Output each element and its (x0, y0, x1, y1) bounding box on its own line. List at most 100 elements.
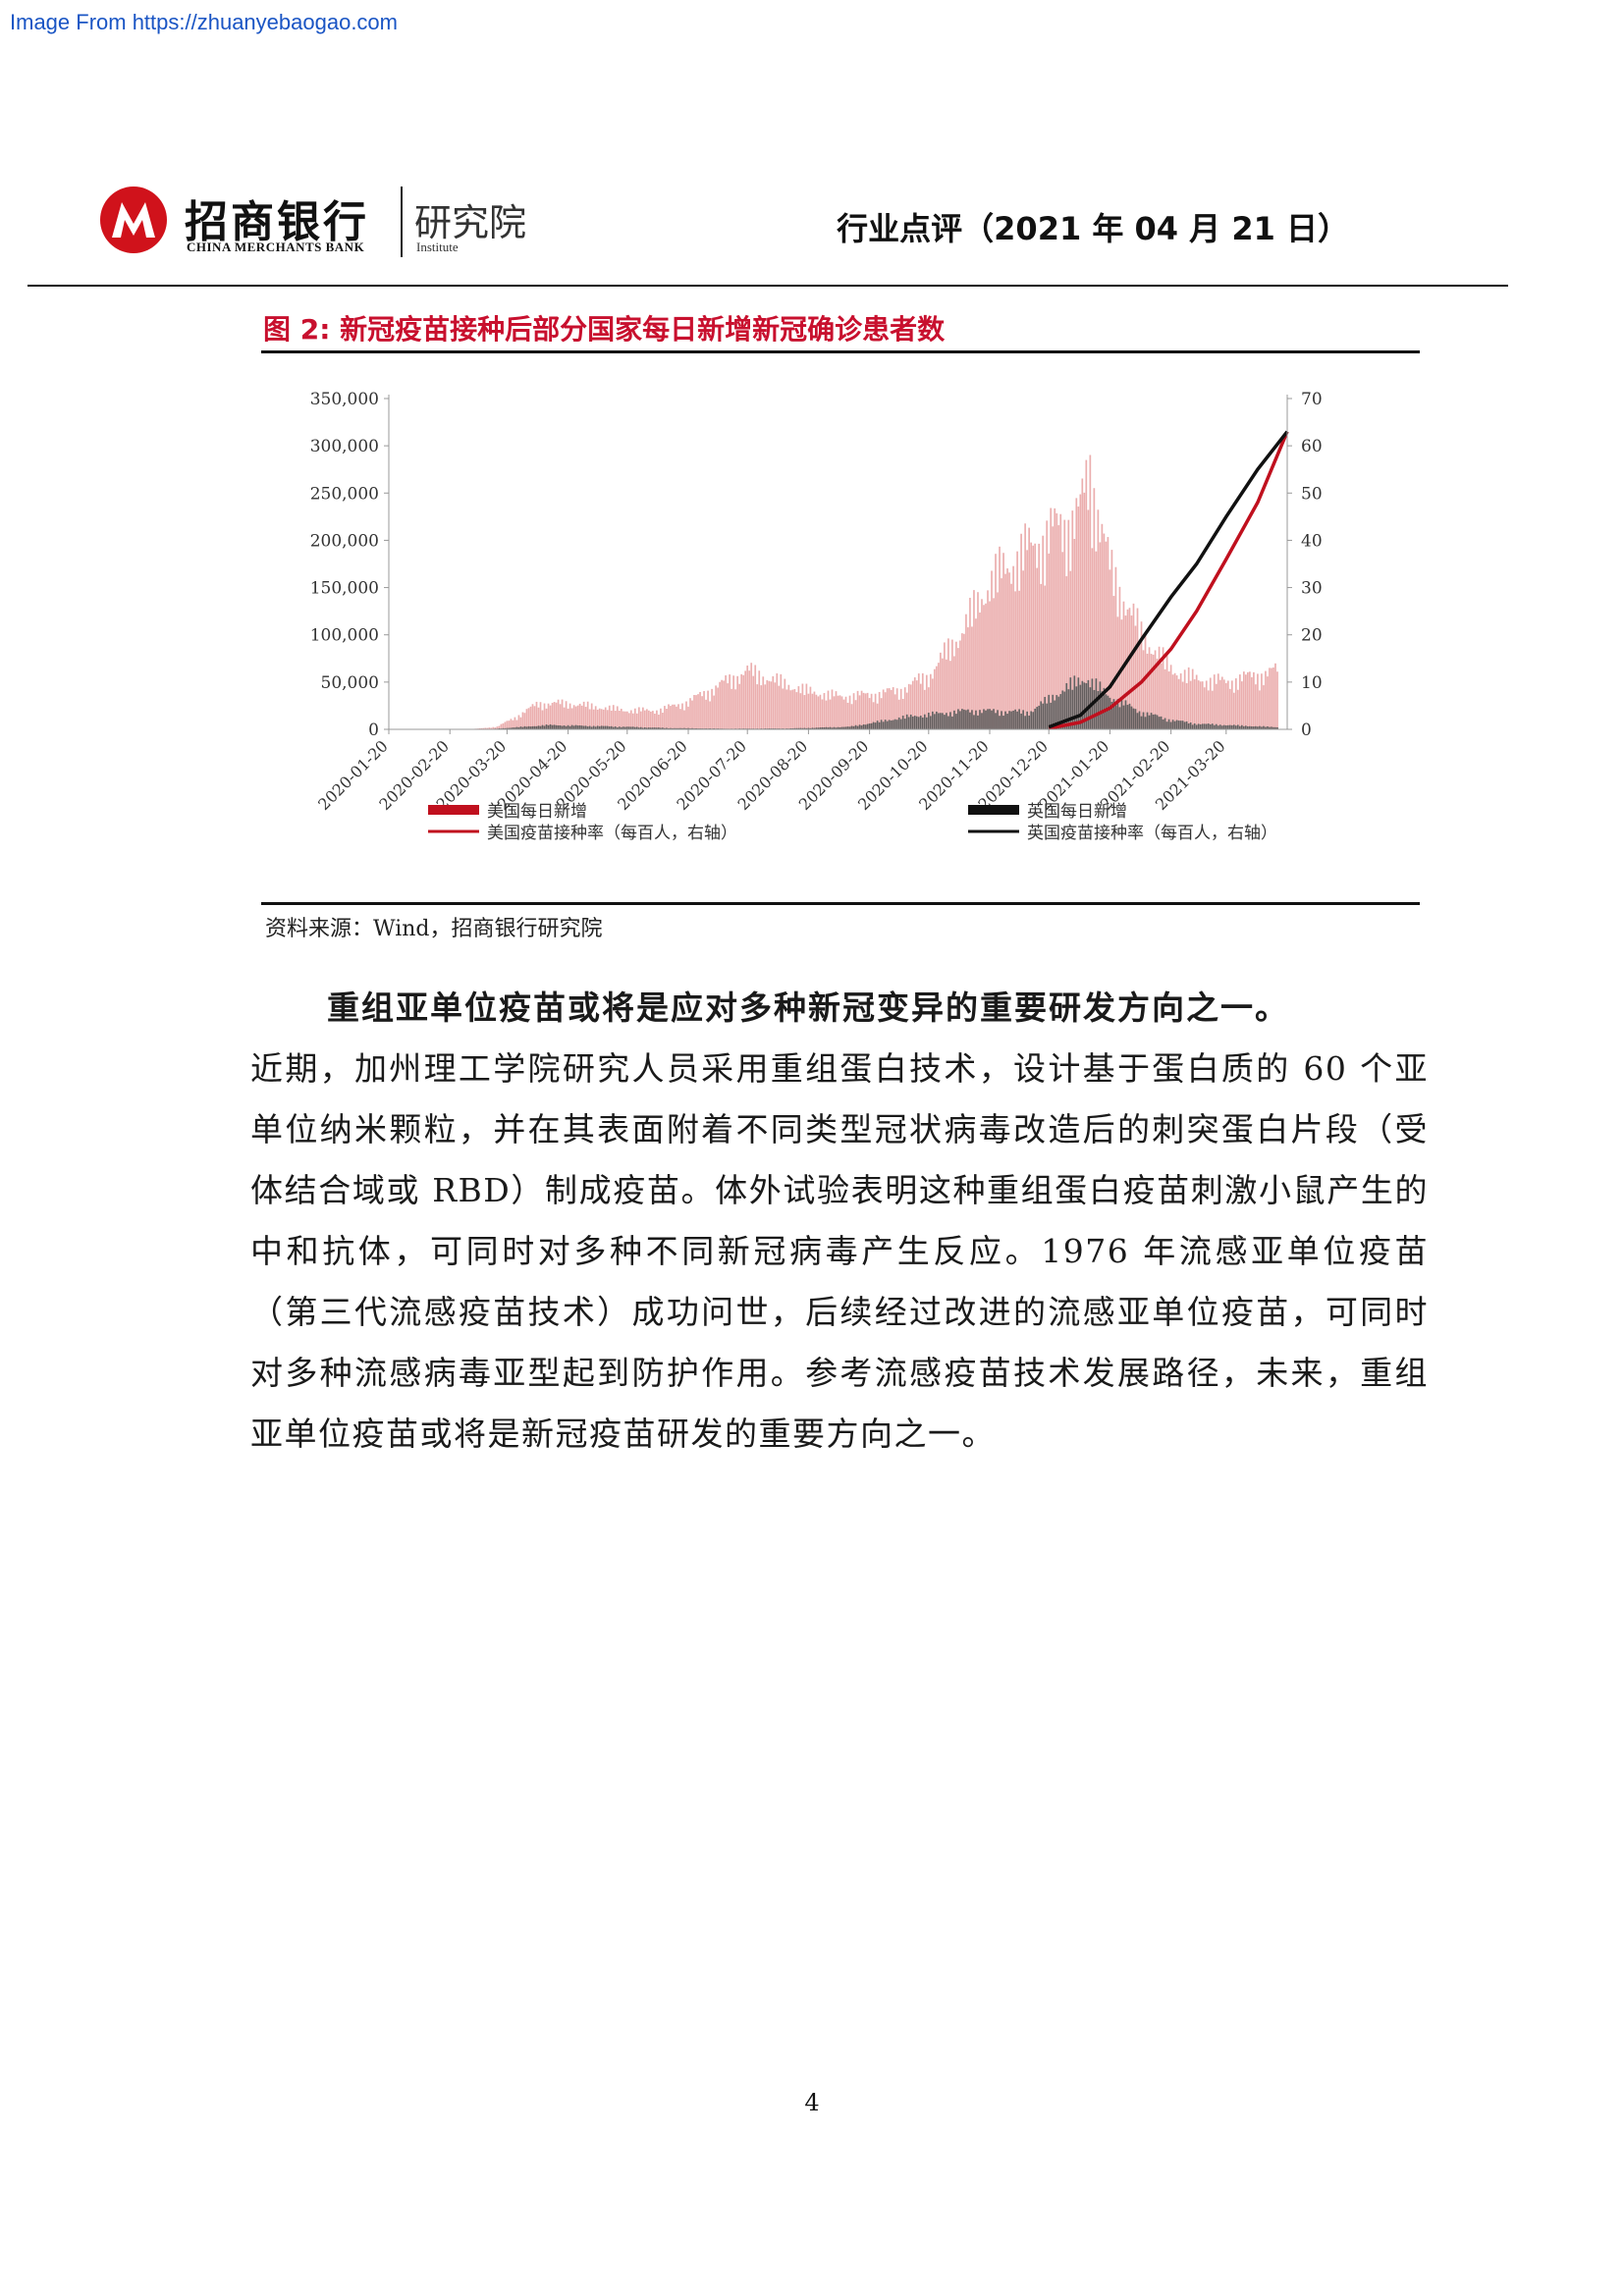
bar (1044, 585, 1047, 729)
bar (1132, 708, 1135, 729)
bar (1267, 725, 1269, 729)
bar (897, 699, 900, 729)
bar (1199, 681, 1202, 729)
bar (677, 727, 679, 729)
bar (1103, 533, 1106, 729)
bar (551, 724, 554, 729)
bar (1059, 694, 1062, 729)
bar (681, 703, 683, 729)
bar (971, 626, 973, 729)
bar (764, 684, 767, 729)
bar (1156, 659, 1159, 729)
bar (543, 725, 546, 729)
bar (535, 701, 538, 729)
bar (1057, 696, 1060, 729)
bar (864, 693, 867, 729)
bar (1249, 725, 1251, 729)
bar (1230, 724, 1233, 729)
bar (991, 570, 993, 729)
y-left-tick-label: 100,000 (310, 626, 379, 646)
y-left-tick-label: 50,000 (321, 673, 379, 693)
bar (1226, 724, 1229, 729)
bar-series (470, 454, 1278, 729)
bar (527, 725, 530, 729)
bar (793, 727, 796, 729)
bar (531, 704, 534, 729)
bar (856, 725, 859, 729)
bar (1071, 510, 1074, 729)
bar (586, 701, 589, 729)
bar (884, 692, 887, 729)
bar (766, 679, 769, 729)
bar (610, 710, 613, 729)
bar (939, 652, 942, 729)
bar (799, 693, 802, 729)
bar (1004, 573, 1006, 729)
bar (1052, 526, 1055, 729)
bar (517, 726, 520, 729)
bar (1077, 507, 1080, 729)
bar (1016, 551, 1018, 729)
bar (921, 672, 924, 729)
bar (1251, 676, 1253, 729)
bar (549, 705, 552, 729)
bar (494, 727, 497, 729)
bar (633, 726, 636, 729)
bar (519, 726, 522, 729)
bar (762, 676, 765, 729)
document-type-date: 行业点评（2021 年 04 月 21 日） (837, 210, 1349, 247)
bar (1112, 699, 1115, 729)
bar (1134, 709, 1137, 729)
bar (1140, 621, 1143, 729)
bar (1211, 690, 1214, 729)
bar (1114, 566, 1117, 729)
bar (525, 709, 528, 729)
bar (817, 727, 820, 729)
bar (742, 674, 745, 729)
bar (842, 699, 845, 729)
bar (746, 666, 749, 729)
bar (715, 685, 717, 729)
bar (907, 683, 910, 729)
bar (695, 695, 697, 729)
bar (606, 725, 609, 729)
bar (1199, 723, 1202, 729)
bar (732, 675, 735, 729)
bar (707, 690, 709, 729)
bar (1236, 689, 1239, 729)
bar (646, 727, 648, 729)
bar (668, 704, 670, 729)
bar (999, 546, 1001, 729)
bar (1061, 552, 1064, 729)
y-left-tick-label: 250,000 (310, 484, 379, 504)
bar (1097, 690, 1100, 729)
bar (1110, 550, 1113, 729)
bar (666, 708, 668, 729)
bar (911, 716, 914, 729)
bar (582, 701, 585, 729)
bar (1110, 701, 1113, 729)
bar (893, 719, 896, 729)
bar (1247, 725, 1249, 729)
bar (1034, 543, 1037, 729)
bar (594, 726, 597, 729)
bar (596, 710, 599, 729)
bar (1169, 721, 1172, 729)
bar (1271, 726, 1272, 729)
bar (989, 709, 991, 729)
bar (1032, 712, 1035, 729)
bar (1269, 726, 1271, 729)
bar (672, 704, 674, 729)
bar (1177, 721, 1180, 729)
bar (933, 668, 936, 729)
bar (895, 688, 898, 729)
bar (1073, 675, 1076, 729)
bar (498, 725, 501, 729)
bar (1261, 673, 1263, 729)
watermark-link[interactable]: Image From https://zhuanyebaogao.com (10, 10, 398, 34)
bar (817, 696, 820, 729)
bar (527, 708, 530, 729)
bar (829, 726, 832, 729)
bar (539, 725, 542, 729)
bar (935, 666, 938, 729)
